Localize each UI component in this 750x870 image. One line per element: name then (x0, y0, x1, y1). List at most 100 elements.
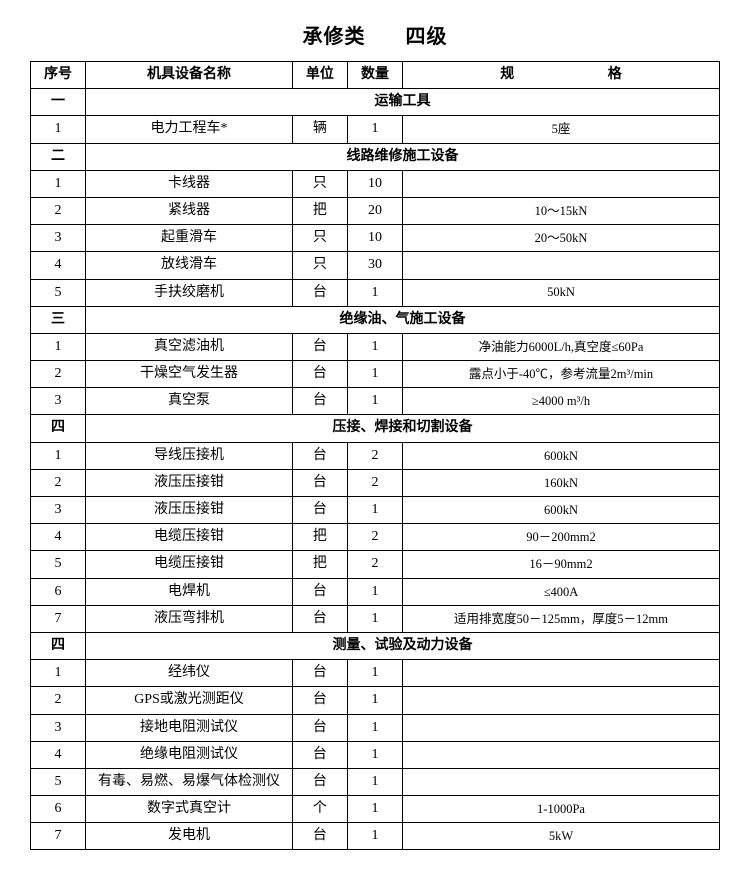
cell-unit: 台 (292, 605, 347, 632)
cell-unit: 台 (292, 741, 347, 768)
table-row: 6电焊机台1≤400A (31, 578, 720, 605)
cell-qty: 1 (347, 687, 402, 714)
cell-name: 数字式真空计 (86, 796, 293, 823)
table-row: 5电缆压接钳把216－90mm2 (31, 551, 720, 578)
cell-qty: 1 (347, 279, 402, 306)
cell-spec: 16－90mm2 (403, 551, 720, 578)
cell-unit: 台 (292, 660, 347, 687)
cell-qty: 1 (347, 768, 402, 795)
cell-seq: 3 (31, 225, 86, 252)
section-number: 二 (31, 143, 86, 170)
cell-name: 放线滑车 (86, 252, 293, 279)
cell-seq: 4 (31, 252, 86, 279)
cell-qty: 1 (347, 388, 402, 415)
cell-name: 干燥空气发生器 (86, 361, 293, 388)
cell-name: 电焊机 (86, 578, 293, 605)
cell-seq: 1 (31, 170, 86, 197)
table-row: 6数字式真空计个11-1000Pa (31, 796, 720, 823)
cell-seq: 4 (31, 741, 86, 768)
cell-seq: 1 (31, 660, 86, 687)
cell-qty: 1 (347, 605, 402, 632)
table-row: 2液压压接钳台2160kN (31, 469, 720, 496)
cell-spec (403, 768, 720, 795)
cell-spec: ≥4000 m³/h (403, 388, 720, 415)
cell-spec: 160kN (403, 469, 720, 496)
cell-unit: 只 (292, 252, 347, 279)
cell-qty: 2 (347, 469, 402, 496)
page-title: 承修类四级 (30, 20, 720, 49)
table-row: 1卡线器只10 (31, 170, 720, 197)
table-row: 2GPS或激光测距仪台1 (31, 687, 720, 714)
cell-spec: 5kW (403, 823, 720, 850)
cell-spec: 1-1000Pa (403, 796, 720, 823)
cell-unit: 台 (292, 469, 347, 496)
table-row: 1导线压接机台2600kN (31, 442, 720, 469)
cell-spec (403, 252, 720, 279)
cell-unit: 把 (292, 524, 347, 551)
table-row: 2干燥空气发生器台1露点小于-40℃，参考流量2m³/min (31, 361, 720, 388)
cell-seq: 3 (31, 497, 86, 524)
cell-seq: 1 (31, 333, 86, 360)
cell-seq: 4 (31, 524, 86, 551)
section-title: 压接、焊接和切割设备 (86, 415, 720, 442)
cell-spec: 10～15kN (403, 197, 720, 224)
cell-unit: 只 (292, 170, 347, 197)
cell-name: 液压压接钳 (86, 497, 293, 524)
cell-qty: 1 (347, 660, 402, 687)
cell-name: 有毒、易燃、易爆气体检测仪 (86, 768, 293, 795)
cell-qty: 30 (347, 252, 402, 279)
cell-spec (403, 687, 720, 714)
cell-unit: 台 (292, 361, 347, 388)
col-unit-header: 单位 (292, 62, 347, 89)
cell-seq: 2 (31, 361, 86, 388)
title-right: 四级 (406, 26, 448, 48)
cell-seq: 7 (31, 823, 86, 850)
cell-qty: 1 (347, 497, 402, 524)
cell-seq: 2 (31, 469, 86, 496)
cell-qty: 10 (347, 170, 402, 197)
cell-qty: 1 (347, 116, 402, 143)
cell-spec: 90－200mm2 (403, 524, 720, 551)
cell-spec: 露点小于-40℃，参考流量2m³/min (403, 361, 720, 388)
cell-qty: 1 (347, 361, 402, 388)
cell-unit: 只 (292, 225, 347, 252)
cell-name: 卡线器 (86, 170, 293, 197)
table-row: 1经纬仪台1 (31, 660, 720, 687)
cell-name: 经纬仪 (86, 660, 293, 687)
cell-spec: ≤400A (403, 578, 720, 605)
section-title: 测量、试验及动力设备 (86, 632, 720, 659)
cell-seq: 3 (31, 714, 86, 741)
cell-spec: 5座 (403, 116, 720, 143)
cell-name: 液压压接钳 (86, 469, 293, 496)
cell-qty: 1 (347, 714, 402, 741)
cell-name: 绝缘电阻测试仪 (86, 741, 293, 768)
section-title: 线路维修施工设备 (86, 143, 720, 170)
table-row: 4绝缘电阻测试仪台1 (31, 741, 720, 768)
cell-qty: 1 (347, 741, 402, 768)
table-row: 4放线滑车只30 (31, 252, 720, 279)
cell-spec (403, 660, 720, 687)
cell-qty: 10 (347, 225, 402, 252)
cell-seq: 5 (31, 279, 86, 306)
col-seq-header: 序号 (31, 62, 86, 89)
section-number: 四 (31, 632, 86, 659)
cell-name: 真空泵 (86, 388, 293, 415)
col-name-header: 机具设备名称 (86, 62, 293, 89)
cell-unit: 台 (292, 497, 347, 524)
cell-name: 液压弯排机 (86, 605, 293, 632)
cell-name: 接地电阻测试仪 (86, 714, 293, 741)
cell-name: 电缆压接钳 (86, 524, 293, 551)
table-row: 4电缆压接钳把290－200mm2 (31, 524, 720, 551)
cell-unit: 台 (292, 442, 347, 469)
cell-name: GPS或激光测距仪 (86, 687, 293, 714)
cell-unit: 台 (292, 388, 347, 415)
table-row: 3液压压接钳台1600kN (31, 497, 720, 524)
cell-spec: 50kN (403, 279, 720, 306)
cell-unit: 台 (292, 279, 347, 306)
cell-qty: 1 (347, 578, 402, 605)
cell-name: 电力工程车* (86, 116, 293, 143)
table-row: 3起重滑车只1020～50kN (31, 225, 720, 252)
cell-unit: 个 (292, 796, 347, 823)
cell-qty: 1 (347, 823, 402, 850)
col-spec-header: 规格 (403, 62, 720, 89)
